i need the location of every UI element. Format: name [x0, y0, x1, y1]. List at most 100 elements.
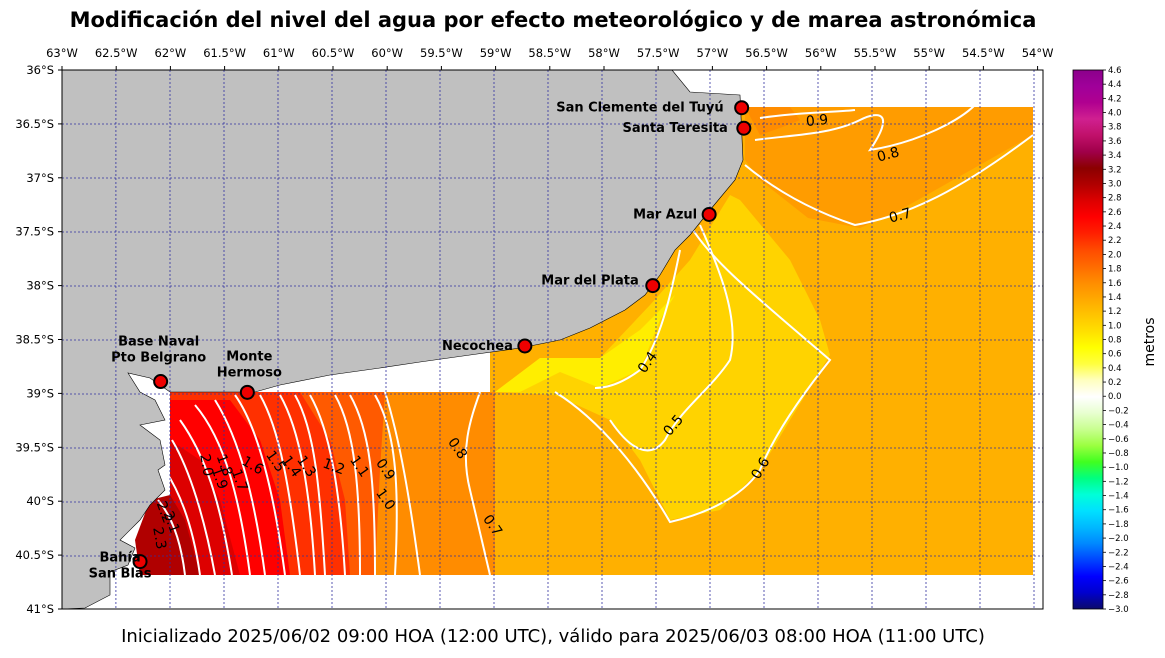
lat-tick-label: 37.5°S: [15, 225, 54, 239]
contour-lines: [157, 104, 1034, 576]
map-title: Modificación del nivel del agua por efec…: [69, 8, 1037, 32]
city-marker-dot: [645, 278, 661, 294]
lat-tick-label: 39.5°S: [15, 440, 54, 454]
lat-tick-label: 37°S: [26, 171, 54, 185]
contour-label: 2.3: [149, 526, 169, 551]
lon-tick-label: 57°W: [697, 46, 729, 60]
city-label: Base Naval: [118, 335, 199, 350]
colorbar-tick-label: −2.0: [1108, 534, 1129, 544]
map-content: 0.4 0.5 0.6 0.7 0.7 0.8 0.8 0.9 0.9 1.0 …: [62, 70, 1043, 609]
lon-tick-label: 60°W: [371, 46, 403, 60]
colorbar-tick-label: 0.2: [1108, 378, 1122, 388]
lat-tick-label: 40.5°S: [15, 548, 54, 562]
lon-tick-label: 54°W: [1022, 46, 1054, 60]
city-markers: San Clemente del Tuyú Santa Teresita Mar A…: [89, 100, 752, 582]
graticule: [62, 70, 1043, 609]
contour-label: 2.0: [196, 453, 216, 478]
city-marker[interactable]: San Clemente del Tuyú: [556, 100, 750, 116]
city-marker-dot: [132, 554, 148, 570]
city-marker-dot: [517, 338, 533, 354]
colorbar-tick-label: −1.0: [1108, 463, 1129, 473]
colorbar-tick-label: −1.6: [1108, 506, 1129, 516]
colorbar-tick-label: 3.6: [1108, 137, 1122, 147]
city-marker[interactable]: Santa Teresita: [623, 120, 752, 136]
lat-tick-label: 39°S: [26, 386, 54, 400]
colorbar-tick-label: 1.0: [1108, 321, 1122, 331]
city-label: San Clemente del Tuyú: [556, 101, 723, 116]
lon-tick-label: 56°W: [805, 46, 837, 60]
city-label: Mar Azul: [633, 207, 697, 222]
colorbar-tick-label: −1.2: [1108, 477, 1129, 487]
colorbar-ramp: [1072, 69, 1104, 610]
lon-tick-label: 62.5°W: [95, 46, 138, 60]
city-marker[interactable]: Mar Azul: [633, 206, 717, 222]
colorbar-tick-label: 4.0: [1108, 109, 1122, 119]
colorbar-tick-label: 3.4: [1108, 151, 1122, 161]
colorbar-tick-label: 0.4: [1108, 364, 1122, 374]
colorbar-tick-label: 1.6: [1108, 279, 1122, 289]
city-marker-dot: [239, 384, 255, 400]
city-label: Bahía: [99, 551, 140, 566]
colorbar-tick-label: −2.6: [1108, 577, 1129, 587]
lat-tick-label: 41°S: [26, 602, 54, 616]
colorbar-tick-label: 0.0: [1108, 392, 1122, 402]
lon-tick-label: 58.5°W: [528, 46, 571, 60]
lon-tick-label: 62°W: [155, 46, 187, 60]
city-marker[interactable]: Mar del Plata: [541, 274, 661, 294]
colorbar-tick-label: 2.0: [1108, 250, 1122, 260]
colorbar-tick-label: −0.2: [1108, 406, 1129, 416]
city-marker[interactable]: Necochea: [442, 338, 533, 354]
lat-tick-label: 38.5°S: [15, 333, 54, 347]
colorbar-tick-label: 3.2: [1108, 165, 1122, 175]
colorbar-tick-label: −0.4: [1108, 421, 1129, 431]
city-label: Mar del Plata: [541, 274, 639, 289]
contour-label: 1.8: [213, 452, 236, 478]
colorbar-tick-label: −1.8: [1108, 520, 1129, 530]
forecast-validity-text: Inicializado 2025/06/02 09:00 HOA (12:00…: [121, 626, 985, 647]
contour-label: 0.8: [875, 144, 901, 165]
lon-tick-label: 59.5°W: [420, 46, 463, 60]
city-marker-dot: [701, 206, 717, 222]
colorbar-tick-label: −2.2: [1108, 548, 1129, 558]
colorbar-tick-label: 4.4: [1108, 80, 1122, 90]
city-marker-dot: [736, 120, 752, 136]
colorbar-tick-label: 3.0: [1108, 179, 1122, 189]
colorbar-tick-label: 2.4: [1108, 222, 1122, 232]
contour-label: 1.7: [228, 467, 251, 493]
lon-tick-label: 55°W: [913, 46, 945, 60]
lon-tick-label: 61.5°W: [203, 46, 246, 60]
contour-label: 2.2: [153, 499, 176, 525]
city-label: San Blas: [89, 567, 152, 582]
colorbar-ticks: 4.6 4.4 4.2 4.0 3.8 3.6 3.4 3.2 3.0 2.8 2.6 2.4 2.2 2…: [1103, 66, 1129, 615]
colorbar-label: metros: [1142, 317, 1158, 366]
lon-tick-label: 56.5°W: [745, 46, 788, 60]
lon-tick-label: 63°W: [46, 46, 78, 60]
colorbar-tick-label: 1.2: [1108, 307, 1122, 317]
colorbar-tick-label: 4.2: [1108, 94, 1122, 104]
contour-label: 0.9: [805, 112, 829, 130]
city-marker-dot: [734, 100, 750, 116]
city-label: Hermoso: [217, 365, 282, 380]
colorbar: 4.6 4.4 4.2 4.0 3.8 3.6 3.4 3.2 3.0 2.8 2.6 2.4 2.2 2…: [1072, 66, 1158, 615]
lon-tick-label: 61°W: [263, 46, 295, 60]
contour-label: 1.9: [208, 465, 231, 491]
city-label: Necochea: [442, 339, 513, 354]
contour-label: 1.2: [320, 456, 346, 479]
contour-label: 2.1: [160, 509, 183, 535]
colorbar-tick-label: −3.0: [1108, 605, 1129, 615]
colorbar-tick-label: 1.4: [1108, 293, 1122, 303]
land-mass: [62, 70, 744, 609]
colorbar-tick-label: −2.8: [1108, 591, 1129, 601]
colorbar-tick-label: 4.6: [1108, 66, 1122, 76]
lon-tick-label: 59°W: [480, 46, 512, 60]
city-label: Pto Belgrano: [111, 351, 206, 366]
lon-tick-label: 60.5°W: [312, 46, 355, 60]
city-label: Monte: [226, 349, 272, 364]
lat-tick-label: 36°S: [26, 63, 54, 77]
lon-tick-label: 55.5°W: [854, 46, 897, 60]
colorbar-tick-label: −1.4: [1108, 492, 1129, 502]
